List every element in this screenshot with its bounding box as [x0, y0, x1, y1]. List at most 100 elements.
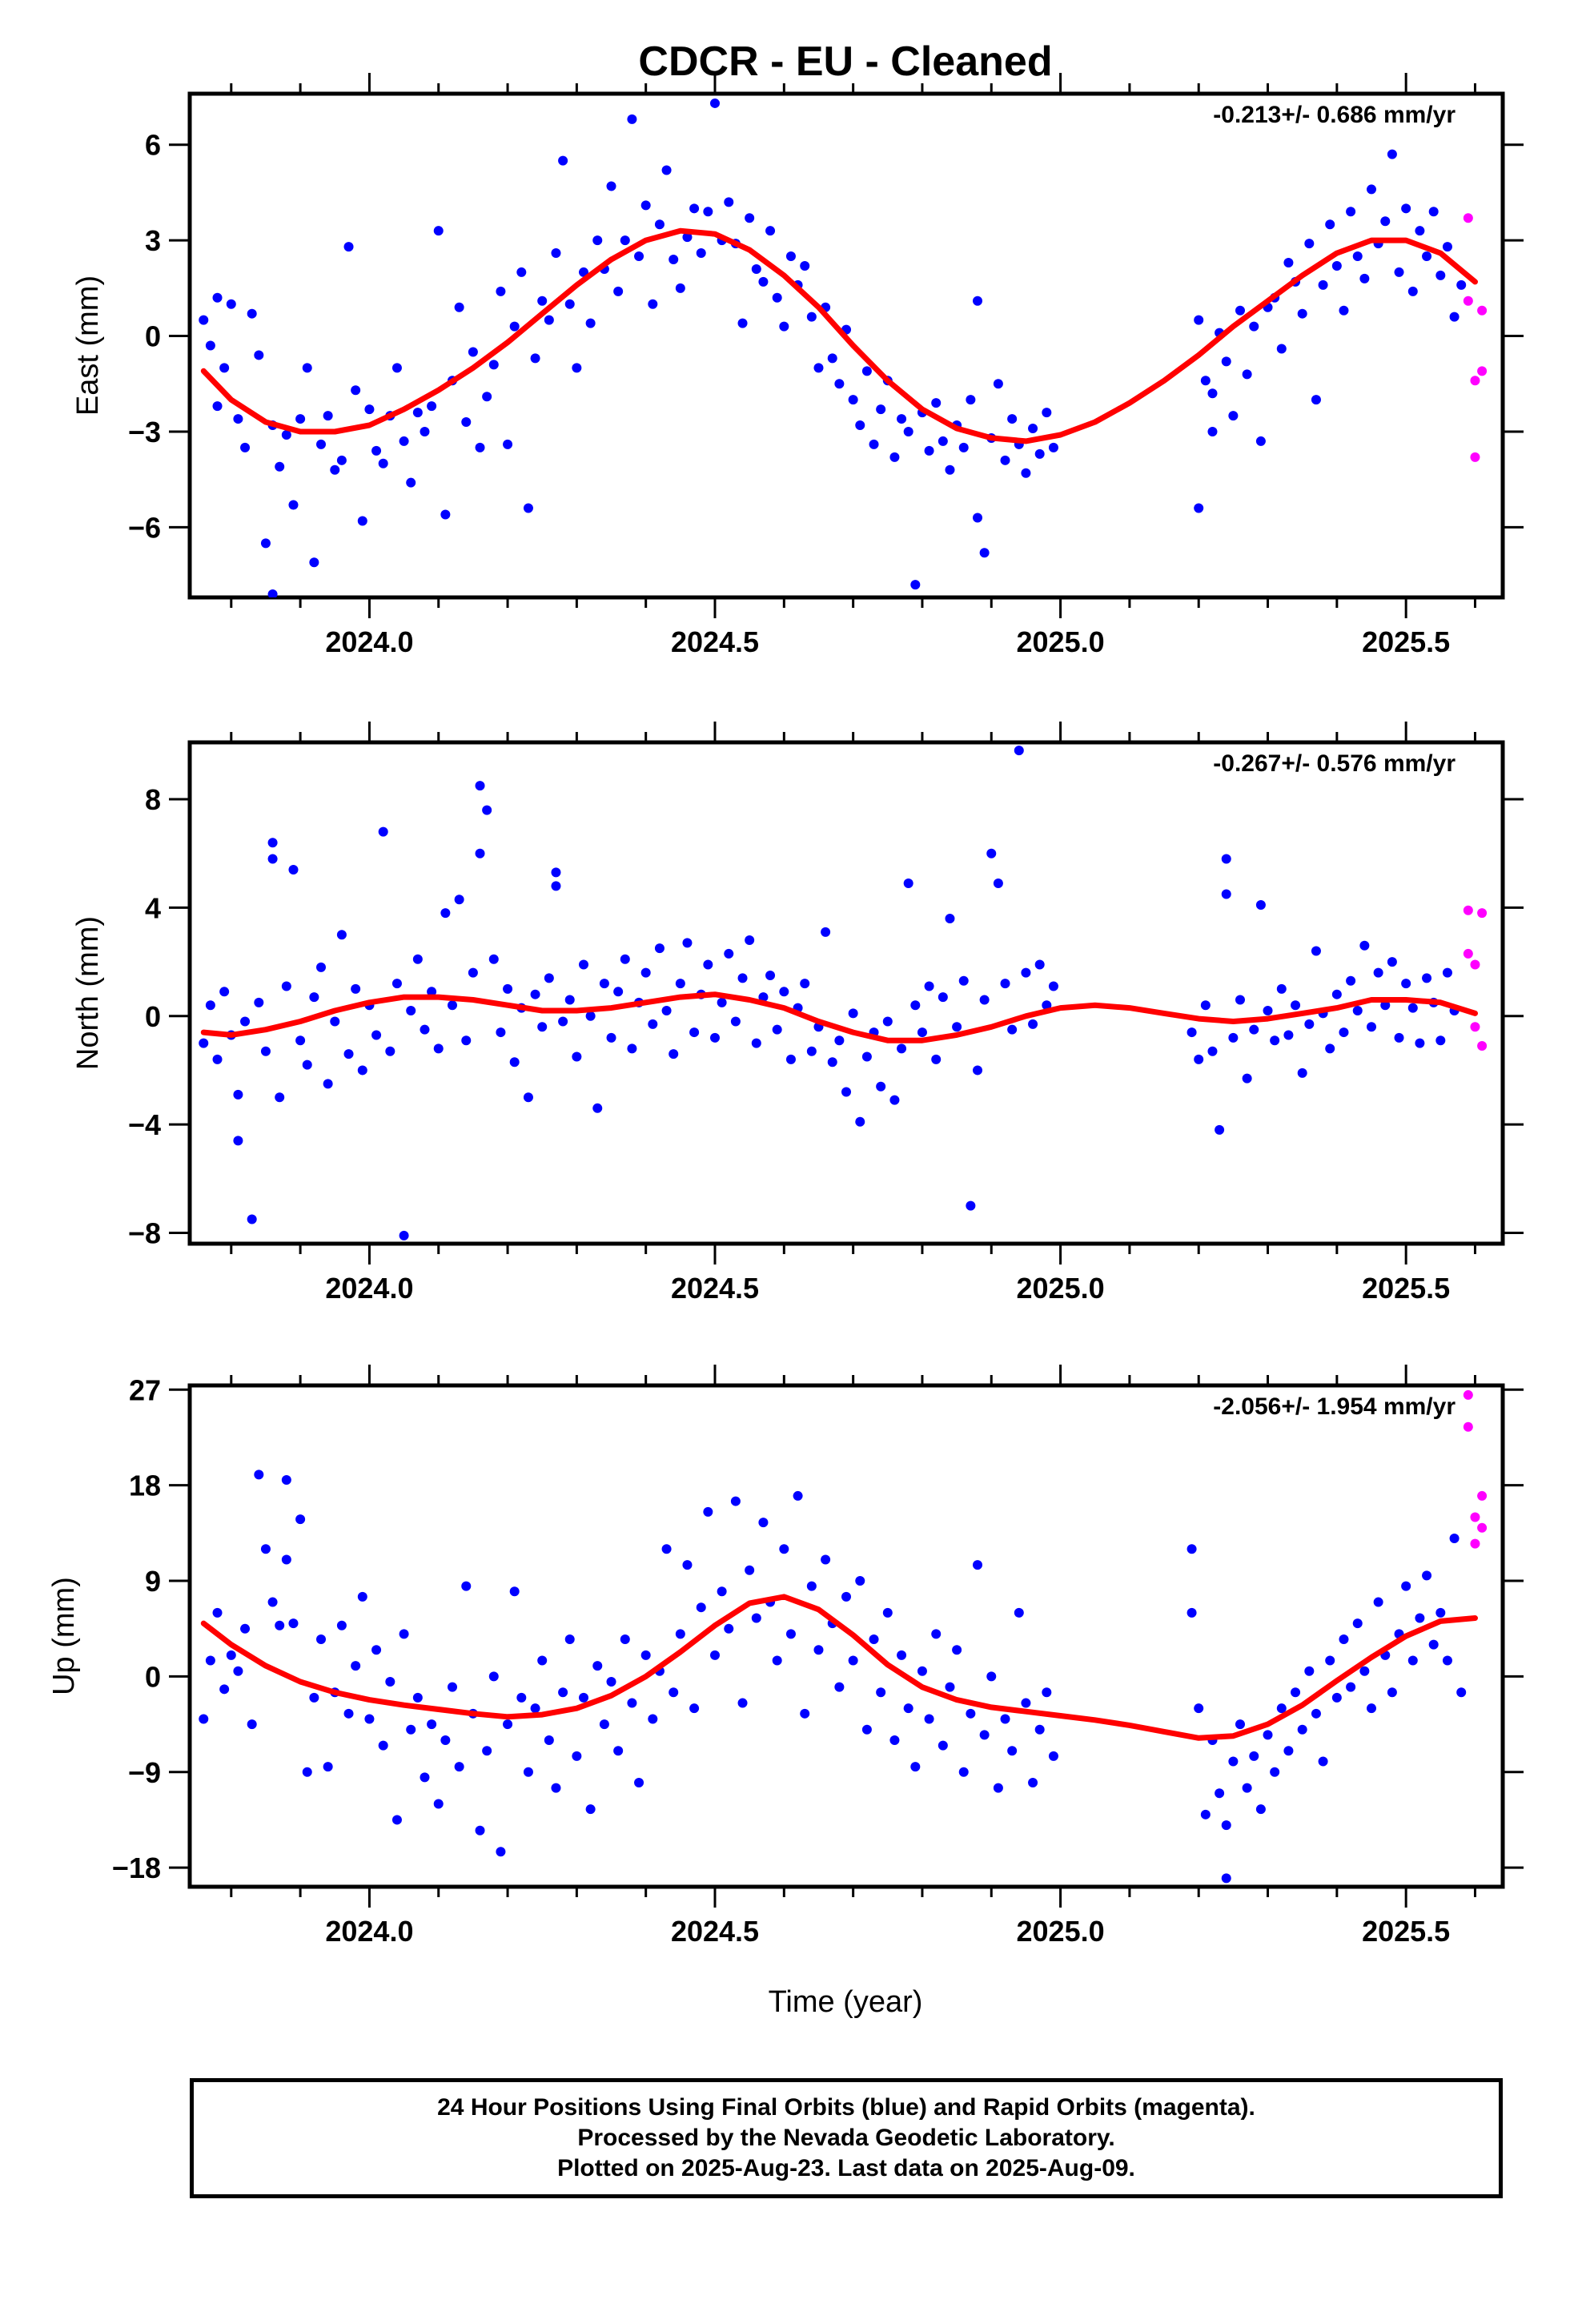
final-orbit-point	[551, 248, 561, 259]
final-orbit-point	[724, 1623, 734, 1634]
final-orbit-point	[558, 1016, 568, 1027]
final-orbit-point	[737, 318, 748, 328]
final-orbit-point	[640, 967, 651, 978]
final-orbit-point	[1435, 1035, 1446, 1046]
final-orbit-point	[1000, 1714, 1010, 1724]
final-orbit-point	[1291, 1687, 1301, 1698]
final-orbit-point	[1311, 946, 1321, 956]
final-orbit-point	[1048, 1751, 1058, 1761]
final-orbit-point	[585, 318, 596, 328]
final-orbit-point	[585, 1011, 596, 1021]
rapid-orbit-point	[1463, 1389, 1473, 1400]
rapid-orbit-point	[1477, 1040, 1488, 1051]
final-orbit-point	[1415, 1613, 1425, 1623]
final-orbit-point	[1428, 207, 1439, 217]
final-orbit-point	[806, 1046, 817, 1056]
final-orbit-point	[779, 1544, 789, 1554]
final-orbit-point	[882, 1607, 893, 1618]
final-orbit-point	[530, 989, 540, 999]
x-tick-label: 2025.5	[1362, 1915, 1450, 1948]
final-orbit-point	[1311, 395, 1321, 405]
final-orbit-point	[599, 1719, 609, 1730]
final-orbit-point	[572, 1751, 582, 1761]
final-orbits-series	[199, 746, 1460, 1240]
final-orbit-point	[855, 420, 865, 431]
final-orbit-point	[986, 848, 997, 858]
final-orbit-point	[1422, 251, 1432, 262]
final-orbit-point	[309, 1692, 319, 1703]
final-orbit-point	[433, 226, 444, 236]
final-orbit-point	[475, 442, 485, 452]
final-orbit-point	[509, 321, 520, 332]
y-tick-label: −4	[128, 1108, 161, 1141]
final-orbit-point	[979, 548, 990, 558]
final-orbit-point	[579, 959, 588, 970]
final-orbit-point	[620, 954, 630, 964]
x-tick-label: 2024.0	[325, 1272, 413, 1305]
final-orbit-point	[420, 426, 430, 436]
x-tick-label: 2025.0	[1017, 625, 1105, 658]
final-orbit-point	[724, 197, 734, 207]
final-orbit-point	[682, 232, 693, 243]
final-orbit-point	[503, 1719, 513, 1730]
final-orbit-point	[1331, 1692, 1342, 1703]
final-orbit-point	[966, 1708, 976, 1719]
panel-3: 2024.0 2024.5 2025.0 2025.5 27 18 9 0 −9 −18 Up (m…	[47, 1365, 1524, 1948]
final-orbit-point	[371, 1645, 382, 1655]
final-orbit-point	[1242, 1783, 1252, 1793]
y-tick-label: 4	[145, 891, 161, 924]
final-orbit-point	[661, 165, 672, 175]
final-orbit-point	[336, 930, 347, 940]
final-orbit-point	[420, 1772, 430, 1783]
final-orbit-point	[427, 1719, 437, 1730]
final-orbit-point	[1042, 1000, 1052, 1011]
final-orbit-point	[1014, 1607, 1024, 1618]
rapid-orbit-point	[1470, 376, 1480, 386]
final-orbit-point	[682, 938, 693, 948]
final-orbit-point	[1200, 1809, 1211, 1819]
final-orbit-point	[1270, 1767, 1280, 1777]
final-orbit-point	[1028, 1778, 1038, 1788]
final-orbit-point	[247, 1719, 257, 1730]
final-orbit-point	[793, 1490, 803, 1501]
y-axis-label: North (mm)	[71, 916, 105, 1070]
y-tick-label: −6	[128, 511, 161, 544]
final-orbit-point	[260, 1544, 271, 1554]
final-orbit-point	[1034, 1724, 1045, 1735]
final-orbit-point	[1194, 1703, 1204, 1714]
final-orbit-point	[309, 992, 319, 1003]
final-orbit-point	[199, 1038, 209, 1048]
final-orbit-point	[1380, 1000, 1391, 1011]
model-fit-curve	[200, 227, 1478, 444]
final-orbit-point	[931, 1629, 942, 1639]
final-orbit-point	[827, 353, 837, 364]
final-orbit-point	[1325, 219, 1335, 230]
final-orbit-point	[412, 954, 423, 964]
final-orbit-point	[821, 927, 831, 937]
final-orbit-point	[675, 283, 685, 293]
final-orbit-point	[627, 1043, 637, 1054]
final-orbit-point	[1415, 226, 1425, 236]
y-tick-label: 9	[145, 1565, 161, 1598]
final-orbit-point	[758, 1518, 769, 1528]
x-tick-label: 2024.5	[671, 625, 759, 658]
final-orbit-point	[240, 442, 251, 452]
final-orbit-point	[745, 213, 755, 223]
final-orbit-point	[1325, 1655, 1335, 1666]
rate-annotation: -2.056+/- 1.954 mm/yr	[1213, 1393, 1456, 1420]
rapid-orbit-point	[1477, 305, 1488, 316]
final-orbit-point	[1221, 356, 1231, 367]
final-orbit-point	[806, 1581, 817, 1591]
final-orbit-point	[323, 1762, 333, 1772]
final-orbit-point	[1407, 1003, 1418, 1013]
final-orbit-point	[689, 1703, 700, 1714]
final-orbit-point	[1346, 1682, 1356, 1692]
final-orbit-point	[1422, 1570, 1432, 1581]
final-orbit-point	[813, 363, 824, 373]
rapid-orbit-point	[1463, 1421, 1473, 1432]
model-fit-curve	[200, 991, 1478, 1043]
final-orbit-point	[254, 350, 264, 360]
final-orbit-point	[579, 267, 588, 277]
final-orbit-point	[1000, 979, 1010, 989]
